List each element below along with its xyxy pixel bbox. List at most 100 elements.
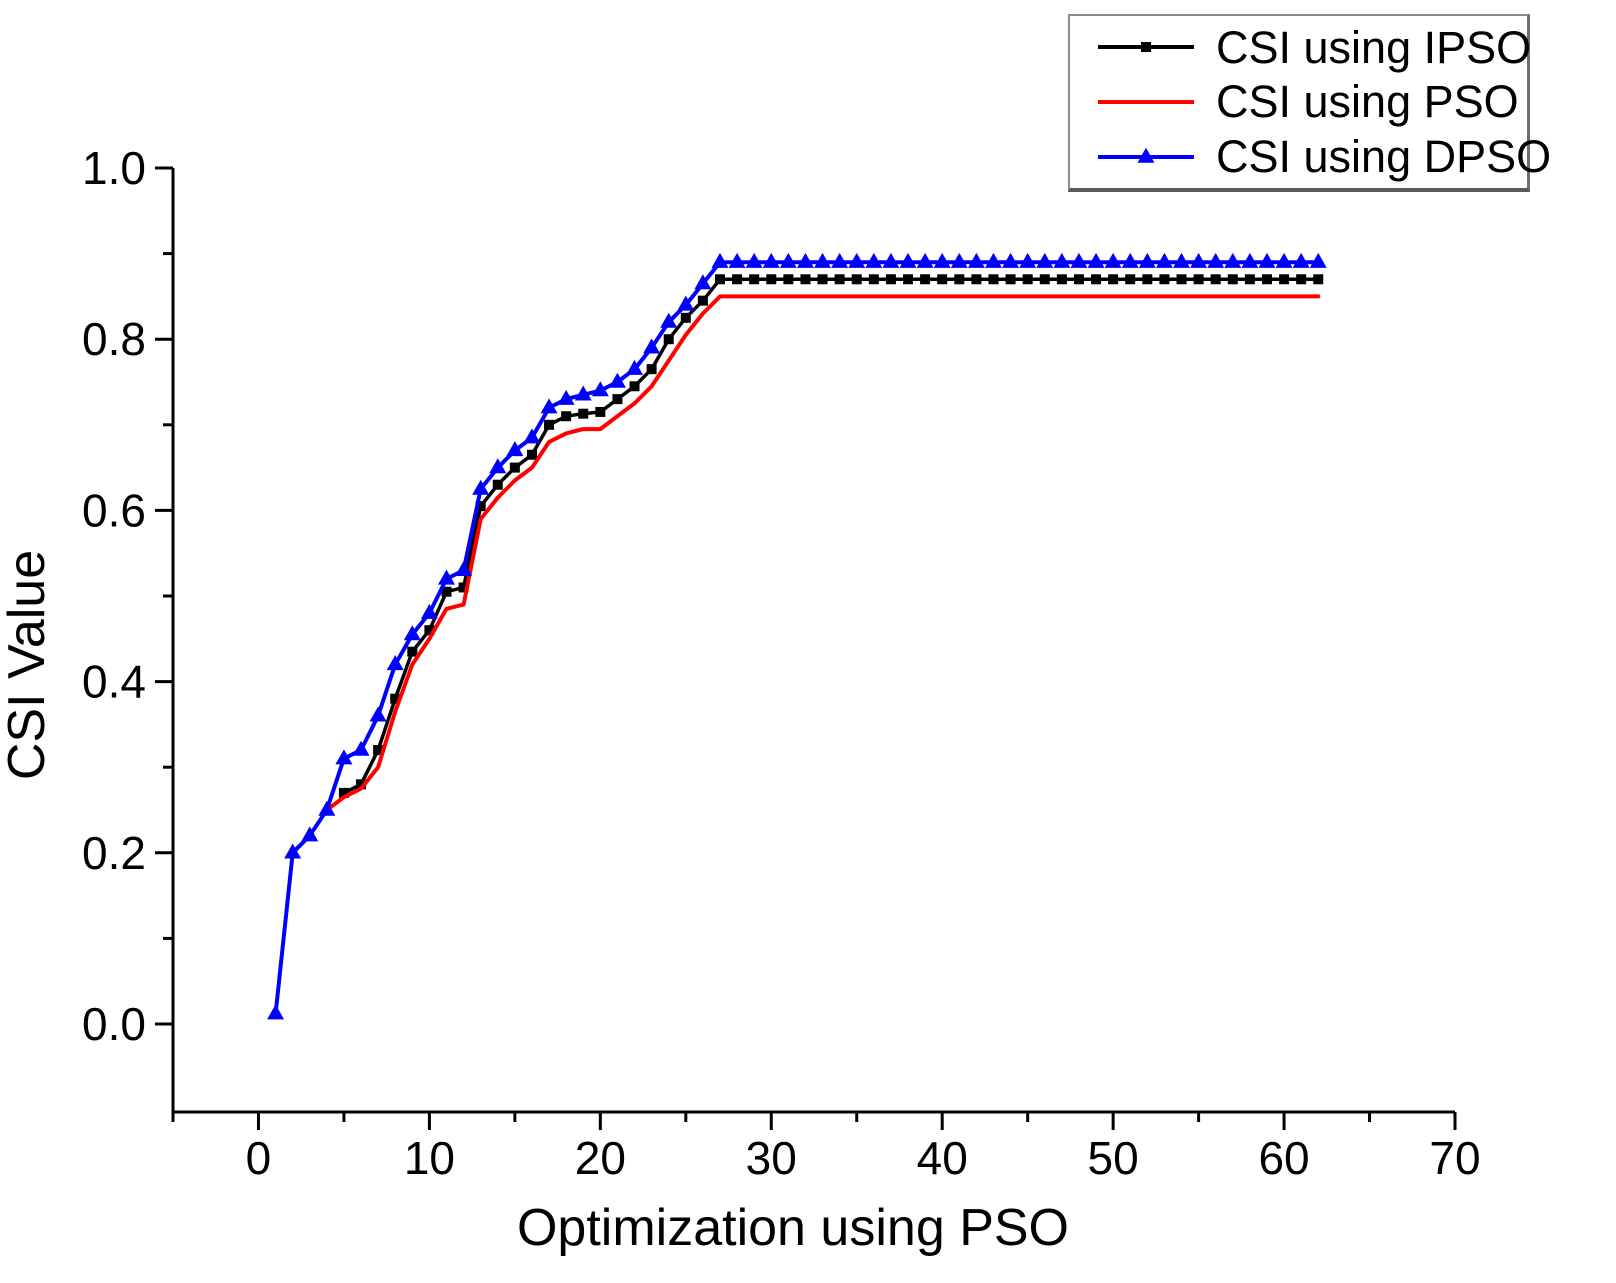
data-point-marker-square bbox=[1141, 42, 1151, 53]
data-point-marker-square bbox=[937, 274, 948, 285]
data-point-marker-square bbox=[612, 394, 623, 405]
data-point-marker-square bbox=[1261, 274, 1272, 285]
data-point-marker-square bbox=[1210, 274, 1221, 285]
legend-label: CSI using IPSO bbox=[1216, 21, 1532, 73]
data-point-marker-square bbox=[714, 274, 725, 285]
data-point-marker-square bbox=[1313, 274, 1324, 285]
legend-label: CSI using DPSO bbox=[1216, 131, 1552, 183]
x-tick-label: 20 bbox=[575, 1132, 626, 1184]
data-point-marker-triangle bbox=[1019, 252, 1037, 268]
data-point-marker-square bbox=[1159, 274, 1170, 285]
data-point-marker-triangle bbox=[1036, 252, 1054, 268]
data-point-marker-square bbox=[697, 295, 708, 306]
data-point-marker-triangle bbox=[950, 252, 968, 268]
data-point-marker-triangle bbox=[711, 252, 729, 268]
legend-item-ipso: CSI using IPSO bbox=[1096, 20, 1531, 74]
data-point-marker-square bbox=[373, 745, 384, 756]
data-point-marker-triangle bbox=[540, 398, 558, 414]
data-point-marker-triangle bbox=[1087, 252, 1105, 268]
data-point-marker-triangle bbox=[882, 252, 900, 268]
data-point-marker-square bbox=[561, 411, 572, 422]
data-point-marker-square bbox=[1279, 274, 1290, 285]
y-tick-label: 1.0 bbox=[82, 142, 146, 194]
data-point-marker-triangle bbox=[318, 800, 336, 816]
data-point-marker-triangle bbox=[745, 252, 763, 268]
legend-line-sample-pso bbox=[1098, 99, 1194, 104]
data-point-marker-triangle bbox=[506, 441, 524, 457]
data-point-marker-square bbox=[663, 334, 674, 345]
data-point-marker-square bbox=[732, 274, 743, 285]
x-tick-label: 0 bbox=[246, 1132, 272, 1184]
data-point-marker-triangle bbox=[1137, 147, 1155, 163]
data-point-marker-square bbox=[509, 462, 520, 473]
data-point-marker-triangle bbox=[1002, 252, 1020, 268]
data-point-marker-triangle bbox=[420, 603, 438, 619]
data-point-marker-square bbox=[1005, 274, 1016, 285]
data-point-marker-triangle bbox=[301, 826, 319, 842]
data-point-marker-triangle bbox=[831, 252, 849, 268]
data-point-marker-square bbox=[646, 364, 657, 375]
data-point-marker-square bbox=[390, 693, 401, 704]
data-point-marker-square bbox=[356, 779, 367, 790]
data-point-marker-square bbox=[988, 274, 999, 285]
data-point-marker-triangle bbox=[1241, 252, 1259, 268]
data-point-marker-square bbox=[338, 787, 349, 798]
data-point-marker-triangle bbox=[1275, 252, 1293, 268]
data-point-marker-square bbox=[475, 501, 486, 512]
legend-item-pso: CSI using PSO bbox=[1096, 75, 1527, 129]
data-point-marker-square bbox=[920, 274, 931, 285]
legend-line-sample-ipso bbox=[1098, 42, 1194, 53]
legend-line-sample-dpso bbox=[1098, 147, 1194, 163]
data-point-marker-triangle bbox=[1224, 252, 1242, 268]
data-point-marker-triangle bbox=[455, 561, 473, 577]
series-lines bbox=[267, 252, 1327, 1020]
data-point-marker-square bbox=[595, 406, 606, 417]
data-point-marker-triangle bbox=[574, 385, 592, 401]
data-point-marker-square bbox=[1296, 274, 1307, 285]
data-point-marker-square bbox=[851, 274, 862, 285]
data-point-marker-triangle bbox=[403, 625, 421, 641]
data-point-marker-square bbox=[492, 479, 503, 490]
x-tick-label: 70 bbox=[1429, 1132, 1480, 1184]
y-tick-label: 0.2 bbox=[82, 827, 146, 879]
data-point-marker-triangle bbox=[1190, 252, 1208, 268]
data-point-marker-square bbox=[868, 274, 879, 285]
data-point-marker-triangle bbox=[1309, 252, 1327, 268]
data-point-marker-square bbox=[817, 274, 828, 285]
data-point-marker-square bbox=[629, 381, 640, 392]
data-point-marker-triangle bbox=[1258, 252, 1276, 268]
data-point-marker-triangle bbox=[728, 252, 746, 268]
data-point-marker-triangle bbox=[796, 252, 814, 268]
legend-item-dpso: CSI using DPSO bbox=[1096, 130, 1551, 184]
y-tick-label: 0.8 bbox=[82, 313, 146, 365]
data-point-marker-square bbox=[578, 408, 589, 419]
x-axis-title: Optimization using PSO bbox=[517, 1199, 1069, 1257]
data-point-marker-triangle bbox=[267, 1004, 285, 1020]
data-point-marker-triangle bbox=[1104, 252, 1122, 268]
data-point-marker-triangle bbox=[899, 252, 917, 268]
x-tick-label: 40 bbox=[917, 1132, 968, 1184]
data-point-marker-square bbox=[1244, 274, 1255, 285]
data-point-marker-triangle bbox=[1173, 252, 1191, 268]
data-point-marker-triangle bbox=[591, 381, 609, 397]
data-point-marker-triangle bbox=[626, 359, 644, 375]
data-point-marker-triangle bbox=[1070, 252, 1088, 268]
data-point-marker-square bbox=[1091, 274, 1102, 285]
data-point-marker-square bbox=[526, 449, 537, 460]
data-point-marker-triangle bbox=[762, 252, 780, 268]
data-point-marker-triangle bbox=[1155, 252, 1173, 268]
data-point-marker-triangle bbox=[284, 843, 302, 859]
data-point-marker-triangle bbox=[523, 428, 541, 444]
data-point-marker-square bbox=[800, 274, 811, 285]
y-tick-label: 0.6 bbox=[82, 484, 146, 536]
data-point-marker-square bbox=[544, 419, 555, 430]
data-point-marker-square bbox=[458, 582, 469, 593]
data-point-marker-triangle bbox=[1121, 252, 1139, 268]
data-point-marker-square bbox=[885, 274, 896, 285]
data-point-marker-square bbox=[1125, 274, 1136, 285]
data-point-marker-square bbox=[441, 586, 452, 597]
data-point-marker-triangle bbox=[472, 479, 490, 495]
data-point-marker-square bbox=[407, 646, 418, 657]
data-point-marker-square bbox=[766, 274, 777, 285]
data-point-marker-triangle bbox=[779, 252, 797, 268]
